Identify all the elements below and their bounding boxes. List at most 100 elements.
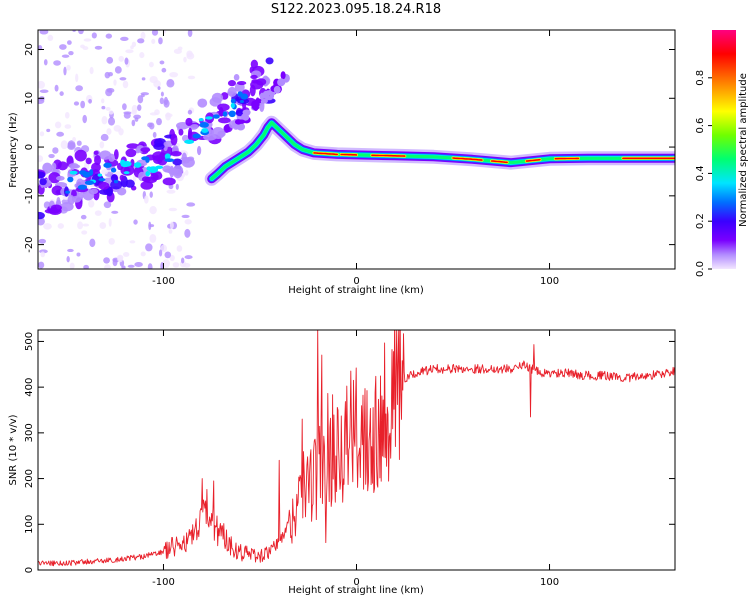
spectrogram-blob — [126, 143, 140, 149]
spectrogram-speckle — [94, 45, 103, 50]
spectrogram-speckle — [101, 105, 106, 110]
snr-series-line — [38, 330, 675, 567]
spectrogram-blob — [211, 92, 224, 103]
spectrogram-speckle — [137, 95, 144, 104]
spectrogram-speckle — [40, 251, 46, 258]
spectrogram-core — [84, 180, 95, 186]
spectrogram-blob — [141, 176, 151, 183]
spectrogram-speckle — [129, 240, 136, 244]
spectrogram-speckle — [39, 131, 45, 137]
spectrogram-speckle — [82, 223, 90, 227]
spectrogram-speckle — [149, 191, 153, 198]
spectrogram-blob — [185, 117, 193, 127]
spectrogram-core — [237, 91, 243, 97]
spectrogram-speckle — [54, 121, 62, 129]
spectrogram-speckle — [39, 89, 49, 93]
spectrogram-speckle — [181, 214, 190, 219]
spectrogram-speckle — [80, 44, 85, 49]
spectrogram-blob — [250, 74, 258, 80]
spectrogram-peak-band — [371, 154, 406, 157]
spectrogram-speckle — [119, 77, 127, 81]
spectrogram-core — [120, 163, 129, 168]
spectrogram-streak-blob — [277, 78, 286, 87]
spectrogram-speckle — [123, 112, 131, 119]
spectrogram-speckle — [172, 262, 180, 268]
spectrogram-speckle — [166, 79, 175, 88]
spectrogram-speckle — [149, 205, 157, 215]
spectrogram-y-tick-label: 10 — [24, 92, 35, 105]
spectrogram-speckle — [105, 33, 113, 39]
spectrogram-core — [141, 156, 150, 161]
spectrogram-speckle — [152, 131, 157, 138]
spectrogram-speckle — [60, 140, 68, 150]
spectrogram-speckle — [100, 133, 109, 141]
spectrogram-y-tick-label: -20 — [24, 236, 35, 252]
spectrogram-speckle — [67, 140, 76, 149]
snr-x-tick-label: 0 — [353, 577, 359, 588]
spectrogram-speckle — [99, 222, 107, 230]
spectrogram-blob — [227, 86, 237, 97]
spectrogram-speckle — [108, 110, 114, 115]
spectrogram-speckle — [66, 256, 70, 263]
colorbar-ticks: 0.0 0.2 0.4 0.6 0.8 — [695, 70, 712, 277]
spectrogram-x-ticks: -100 0 100 — [152, 30, 559, 287]
spectrogram-core — [230, 102, 235, 109]
spectrogram-blob — [211, 127, 225, 140]
spectrogram-speckle — [81, 230, 88, 235]
spectrogram-speckle — [111, 210, 119, 214]
spectrogram-speckle — [77, 221, 84, 230]
spectrogram-speckle — [140, 251, 146, 257]
spectrogram-blob — [152, 171, 163, 181]
spectrogram-speckle — [125, 49, 134, 54]
spectrogram-peak-band — [313, 152, 338, 156]
spectrogram-speckle — [106, 128, 112, 135]
snr-x-tick-label: 100 — [540, 577, 559, 588]
spectrogram-core — [192, 133, 201, 139]
spectrogram-streak-blob — [243, 114, 250, 121]
spectrogram-blob — [51, 185, 63, 196]
spectrogram-blob — [42, 162, 53, 174]
colorbar: 0.0 0.2 0.4 0.6 0.8 Normalized spectral ampl… — [695, 30, 749, 277]
spectrogram-speckle — [175, 183, 179, 190]
spectrogram-speckle — [61, 54, 70, 58]
spectrogram-blob — [190, 124, 199, 129]
spectrogram-core — [77, 184, 88, 190]
spectrogram-core — [97, 173, 103, 177]
snr-x-axis-label: Height of straight line (km) — [288, 585, 424, 596]
spectrogram-speckle — [163, 30, 167, 34]
spectrogram-speckle — [149, 233, 157, 243]
spectrogram-blob — [218, 117, 231, 124]
spectrogram-blob — [119, 174, 125, 181]
spectrogram-speckle — [103, 201, 112, 209]
spectrogram-speckle — [113, 79, 117, 86]
spectrogram-blob — [181, 157, 195, 168]
spectrogram-speckle — [169, 71, 179, 78]
spectrogram-core — [205, 116, 213, 120]
spectrogram-speckle — [159, 97, 165, 105]
spectrogram-speckle — [127, 264, 135, 268]
spectrogram-blob — [56, 175, 65, 181]
spectrogram-y-tick-label: 20 — [24, 43, 35, 56]
snr-y-tick-label: 300 — [24, 423, 35, 442]
spectrogram-speckle — [64, 111, 70, 119]
spectrogram-core — [201, 128, 209, 134]
spectrogram-core — [199, 122, 209, 128]
spectrogram-blob — [233, 73, 240, 81]
snr-y-tick-label: 0 — [24, 567, 35, 573]
spectrogram-blob — [57, 161, 68, 171]
spectrogram-speckle — [149, 75, 158, 84]
spectrogram-speckle — [151, 38, 156, 44]
spectrogram-blob — [197, 98, 208, 108]
spectrogram-core — [164, 158, 175, 163]
spectrogram-y-ticks: -20 -10 0 10 20 — [24, 43, 675, 253]
spectrogram-core — [133, 162, 142, 168]
spectrogram-speckle — [169, 254, 175, 262]
spectrogram-core — [228, 110, 236, 118]
spectrogram-speckle — [166, 189, 176, 194]
spectrogram-speckle — [124, 57, 129, 65]
colorbar-gradient — [712, 30, 736, 269]
spectrogram-speckle — [38, 261, 45, 269]
spectrogram-streak-blob — [269, 93, 275, 99]
spectrogram-speckle — [38, 217, 45, 226]
